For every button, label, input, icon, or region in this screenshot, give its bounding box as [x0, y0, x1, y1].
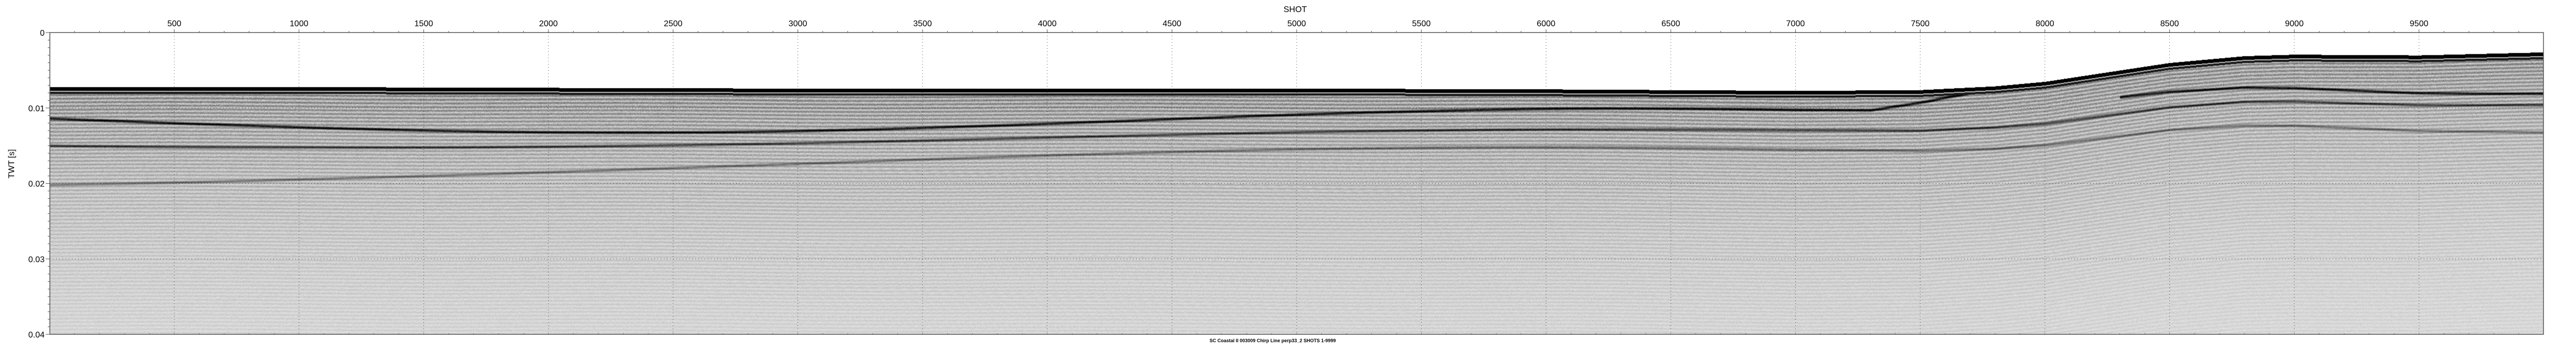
x-tick-label: 9500	[2410, 19, 2429, 28]
x-tick-label: 500	[167, 19, 182, 28]
x-tick-label: 9000	[2285, 19, 2304, 28]
x-tick-label: 2500	[664, 19, 683, 28]
y-tick-label: 0.02	[28, 180, 45, 189]
x-tick-label: 4500	[1163, 19, 1182, 28]
x-tick-label: 8500	[2160, 19, 2179, 28]
x-tick-label: 3500	[913, 19, 932, 28]
y-tick-label: 0.03	[28, 255, 45, 264]
x-tick-label: 2000	[539, 19, 558, 28]
x-tick-label: 1000	[290, 19, 309, 28]
chart-caption: SC Coastal II 003009 Chirp Line perp33_2…	[1210, 338, 1336, 343]
x-tick-label: 8000	[2036, 19, 2054, 28]
x-tick-label: 6500	[1661, 19, 1680, 28]
x-tick-label: 7500	[1911, 19, 1930, 28]
x-axis-label: SHOT	[1284, 5, 1307, 14]
x-tick-label: 5500	[1412, 19, 1431, 28]
y-tick-label: 0	[40, 29, 45, 38]
x-tick-label: 1500	[415, 19, 433, 28]
y-tick-label: 0.04	[28, 331, 45, 340]
x-tick-label: 5000	[1287, 19, 1306, 28]
x-tick-label: 6000	[1536, 19, 1555, 28]
x-tick-label: 4000	[1038, 19, 1057, 28]
x-tick-label: 3000	[789, 19, 808, 28]
y-tick-label: 0.01	[28, 104, 45, 113]
x-tick-label: 7000	[1786, 19, 1805, 28]
